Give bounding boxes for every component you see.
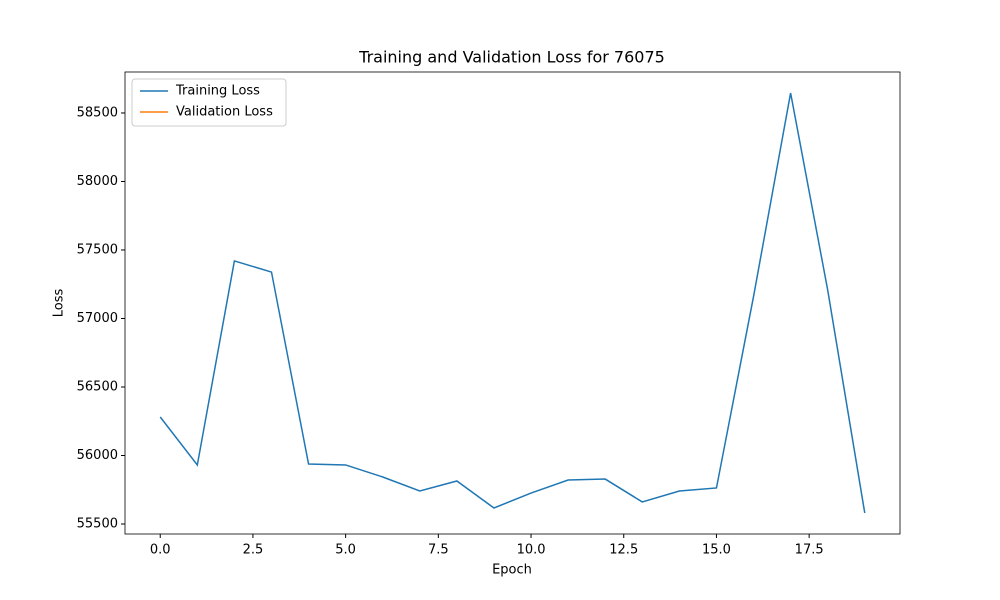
x-tick-label: 15.0 (702, 543, 731, 558)
legend-label: Training Loss (175, 84, 260, 99)
x-tick-label: 2.5 (243, 543, 264, 558)
x-tick-label: 17.5 (795, 543, 824, 558)
plot-frame (124, 71, 901, 535)
x-tick-label: 5.0 (335, 543, 356, 558)
x-tick-label: 0.0 (150, 543, 171, 558)
y-tick-label: 58500 (77, 105, 118, 120)
x-tick-label: 10.0 (517, 543, 546, 558)
y-tick-label: 56000 (77, 448, 118, 463)
y-tick-label: 58000 (77, 174, 118, 189)
legend-label: Validation Loss (176, 105, 273, 120)
y-tick-label: 57500 (77, 242, 118, 257)
line-series (159, 92, 866, 514)
y-tick-label: 55500 (77, 516, 118, 531)
y-axis-label: Loss (52, 289, 67, 318)
y-tick-label: 56500 (77, 379, 118, 394)
chart-title: Training and Validation Loss for 76075 (358, 48, 665, 67)
x-tick-label: 7.5 (428, 543, 449, 558)
x-tick-label: 12.5 (609, 543, 638, 558)
y-tick-label: 57000 (77, 311, 118, 326)
legend-box (131, 78, 287, 127)
x-axis-label: Epoch (492, 563, 532, 578)
